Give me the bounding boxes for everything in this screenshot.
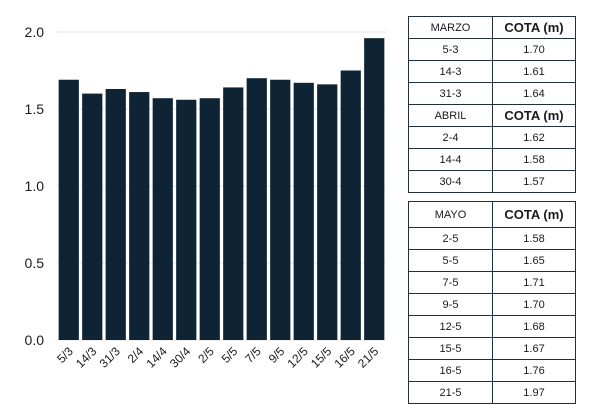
bar [340, 70, 361, 340]
x-tick-label: 31/3 [96, 344, 123, 371]
x-tick-label: 21/5 [355, 344, 382, 371]
date-cell: 5-3 [408, 38, 493, 61]
date-cell: 12-5 [408, 315, 493, 338]
date-cell: 16-5 [408, 359, 493, 382]
bar [293, 82, 314, 340]
value-cell: 1.64 [492, 82, 576, 105]
table-row: 15-5 1.67 [408, 337, 576, 360]
bar [152, 98, 173, 340]
x-tick-label: 30/4 [167, 344, 194, 371]
value-cell: 1.57 [492, 170, 576, 193]
value-cell: 1.65 [492, 249, 576, 272]
x-tick-label: 5/3 [54, 344, 76, 366]
bar [58, 79, 79, 341]
bars [58, 38, 385, 341]
table-row: 9-5 1.70 [408, 293, 576, 316]
bar [105, 88, 126, 340]
value-cell: 1.58 [492, 227, 576, 250]
bar [176, 99, 197, 340]
value-cell: 1.68 [492, 315, 576, 338]
y-tick-label: 0.5 [25, 255, 45, 271]
bar [364, 38, 385, 340]
cota-header: COTA (m) [492, 104, 576, 127]
bar [129, 92, 150, 340]
table-row: 14-3 1.61 [408, 60, 576, 83]
value-cell: 1.97 [492, 381, 576, 404]
x-tick-label: 12/5 [284, 344, 311, 371]
table-row: 5-3 1.70 [408, 38, 576, 61]
date-cell: 31-3 [408, 82, 493, 105]
value-cell: 1.67 [492, 337, 576, 360]
table-mayo: MAYO COTA (m) 2-5 1.58 5-5 1.65 7-5 1.71… [408, 201, 576, 404]
date-cell: 5-5 [408, 249, 493, 272]
value-cell: 1.58 [492, 148, 576, 171]
value-cell: 1.70 [492, 38, 576, 61]
x-tick-label: 16/5 [331, 344, 358, 371]
table-header-row: MAYO COTA (m) [408, 201, 576, 228]
table-abril: ABRIL COTA (m) 2-4 1.62 14-4 1.58 30-4 1… [408, 104, 576, 193]
value-cell: 1.76 [492, 359, 576, 382]
table-row: 2-5 1.58 [408, 227, 576, 250]
table-row: 14-4 1.58 [408, 148, 576, 171]
x-axis-labels: 5/314/331/3 2/414/430/4 2/5 5/5 7/5 9/512/515… [54, 344, 381, 371]
x-tick-label: 7/5 [242, 344, 264, 366]
cota-header: COTA (m) [492, 16, 576, 39]
date-cell: 14-3 [408, 60, 493, 83]
bar [270, 79, 291, 341]
table-row: 12-5 1.68 [408, 315, 576, 338]
table-header-row: MARZO COTA (m) [408, 16, 576, 39]
cota-header: COTA (m) [492, 201, 576, 228]
x-tick-label: 9/5 [266, 344, 288, 366]
table-row: 16-5 1.76 [408, 359, 576, 382]
y-tick-label: 1.0 [25, 178, 45, 194]
x-tick-label: 5/5 [219, 344, 241, 366]
table-row: 7-5 1.71 [408, 271, 576, 294]
value-cell: 1.62 [492, 126, 576, 149]
table-header-row: ABRIL COTA (m) [408, 104, 576, 127]
table-row: 31-3 1.64 [408, 82, 576, 105]
table-row: 21-5 1.97 [408, 381, 576, 404]
month-header: MARZO [408, 16, 493, 39]
bar-chart: 0.0 0.5 1.0 1.5 2.0 5/314/331/3 2/414/430/4 2/… [25, 24, 386, 371]
date-cell: 30-4 [408, 170, 493, 193]
date-cell: 15-5 [408, 337, 493, 360]
bar [223, 87, 244, 340]
month-header: MAYO [408, 201, 493, 228]
month-header: ABRIL [408, 104, 493, 127]
date-cell: 9-5 [408, 293, 493, 316]
x-tick-label: 14/4 [143, 344, 170, 371]
y-tick-label: 2.0 [25, 24, 45, 40]
table-marzo: MARZO COTA (m) 5-3 1.70 14-3 1.61 31-3 1… [408, 16, 576, 105]
date-cell: 2-5 [408, 227, 493, 250]
value-cell: 1.71 [492, 271, 576, 294]
bar [199, 98, 220, 340]
date-cell: 2-4 [408, 126, 493, 149]
x-tick-label: 2/4 [125, 344, 147, 366]
x-tick-label: 14/3 [73, 344, 100, 371]
bar [317, 84, 338, 340]
table-row: 5-5 1.65 [408, 249, 576, 272]
y-tick-label: 0.0 [25, 332, 45, 348]
y-tick-label: 1.5 [25, 101, 45, 117]
bar [82, 93, 103, 340]
bar [246, 78, 267, 340]
date-cell: 14-4 [408, 148, 493, 171]
value-cell: 1.70 [492, 293, 576, 316]
table-row: 2-4 1.62 [408, 126, 576, 149]
x-tick-label: 2/5 [195, 344, 217, 366]
y-axis-ticks: 0.0 0.5 1.0 1.5 2.0 [25, 24, 45, 348]
date-cell: 21-5 [408, 381, 493, 404]
date-cell: 7-5 [408, 271, 493, 294]
value-cell: 1.61 [492, 60, 576, 83]
table-row: 30-4 1.57 [408, 170, 576, 193]
x-tick-label: 15/5 [308, 344, 335, 371]
